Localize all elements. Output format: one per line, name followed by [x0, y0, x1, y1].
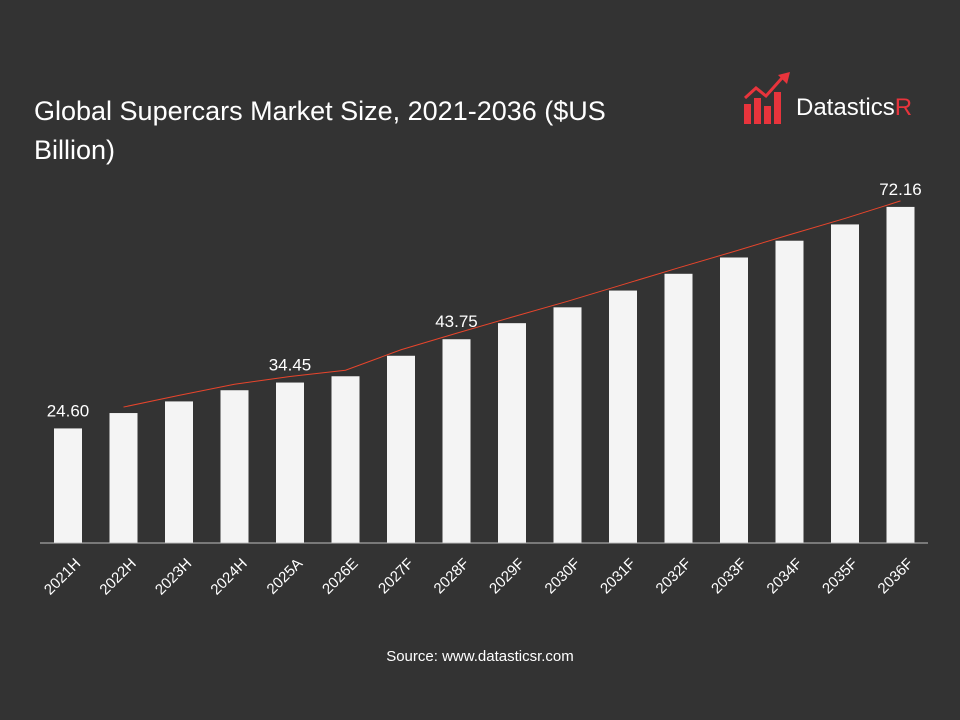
data-label-2036F: 72.16 — [879, 180, 922, 199]
source-text: Source: www.datasticsr.com — [386, 648, 574, 665]
bar-2031F — [609, 290, 637, 543]
x-tick-label-2036F: 2036F — [875, 555, 917, 597]
x-tick-label-2027F: 2027F — [375, 555, 417, 597]
x-tick-label-2034F: 2034F — [764, 555, 806, 597]
data-label-2028F: 43.75 — [435, 312, 478, 331]
x-tick-label-2031F: 2031F — [597, 555, 639, 597]
bar-2022H — [109, 413, 138, 543]
x-tick-label-2023H: 2023H — [152, 555, 195, 598]
bar-2036F — [886, 206, 915, 543]
bar-chart-arrow-icon — [743, 72, 790, 124]
x-tick-label-2024H: 2024H — [207, 555, 250, 598]
logo-text: DatasticsR — [796, 94, 913, 121]
bar-2029F — [498, 323, 526, 543]
x-tick-label-2022H: 2022H — [96, 555, 139, 598]
bar-2035F — [831, 224, 859, 543]
bar-2027F — [387, 355, 415, 543]
x-tick-label-2030F: 2030F — [542, 555, 584, 597]
bar-2028F — [442, 339, 471, 543]
bar-2026E — [331, 376, 360, 543]
bar-2033F — [720, 257, 748, 543]
x-tick-label-2028F: 2028F — [431, 555, 473, 597]
x-tick-label-2032F: 2032F — [653, 555, 695, 597]
bar-2032F — [664, 273, 693, 543]
datasticsr-logo: DatasticsR — [742, 72, 922, 128]
bar-2034F — [775, 240, 804, 544]
bar-2024H — [220, 390, 249, 543]
bar-2025A — [276, 382, 304, 543]
x-tick-label-2025A: 2025A — [263, 555, 306, 598]
x-tick-label-2035F: 2035F — [819, 555, 861, 597]
x-tick-label-2033F: 2033F — [708, 555, 750, 597]
trendline — [123, 200, 901, 408]
x-tick-label-2026E: 2026E — [319, 555, 362, 598]
x-tick-label-2029F: 2029F — [486, 555, 528, 597]
data-label-2025A: 34.45 — [269, 356, 312, 375]
data-label-2021H: 24.60 — [47, 401, 90, 420]
chart-title: Global Supercars Market Size, 2021-2036 … — [34, 96, 606, 165]
bar-2021H — [54, 428, 82, 543]
bar-2023H — [165, 401, 193, 543]
x-tick-label-2021H: 2021H — [41, 555, 84, 598]
bar-2030F — [553, 307, 582, 543]
